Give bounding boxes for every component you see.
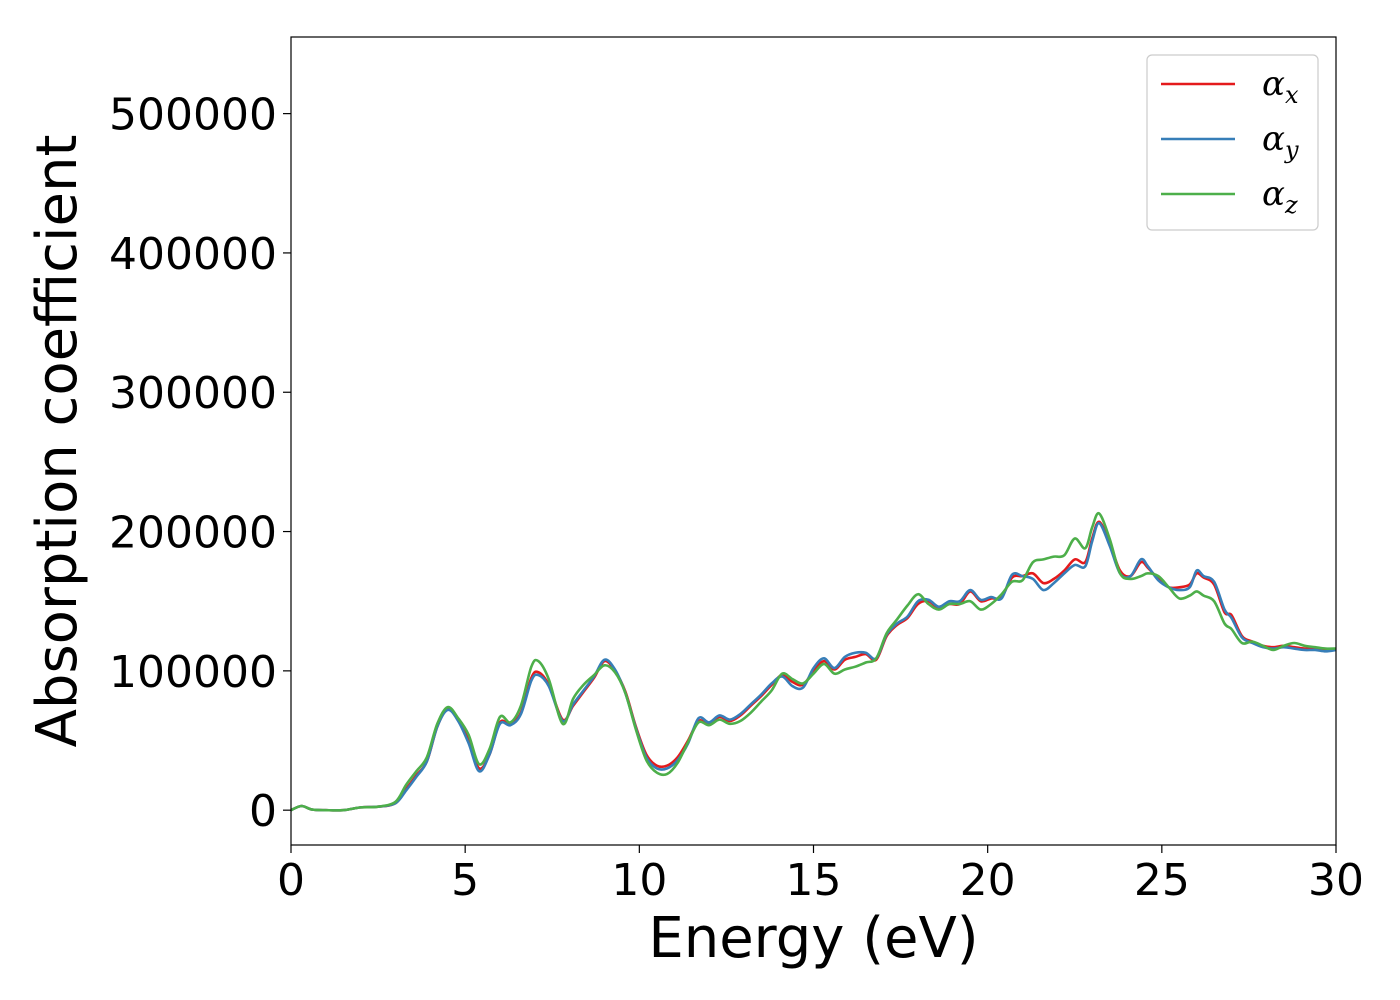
x-tick-label: 15 [786,855,842,906]
y-tick-label: 400000 [109,229,277,280]
x-axis-label: Energy (eV) [648,906,978,971]
plot-lines [291,511,1336,812]
x-tick-label: 30 [1308,855,1364,906]
series-line-z [291,511,1336,812]
y-tick-label: 300000 [109,368,277,419]
x-tick-label: 5 [451,855,479,906]
x-tick-label: 0 [277,855,305,906]
y-tick-label: 0 [249,786,277,837]
series-line-y [291,521,1336,812]
legend-label-x: αx [1262,64,1299,109]
y-axis-ticks: 0 100000 200000 300000 400000 500000 [109,90,291,837]
legend-label-y: αy [1262,119,1299,164]
y-tick-label: 100000 [109,647,277,698]
x-axis-ticks: 0 5 10 15 20 25 30 [277,845,1364,906]
x-tick-label: 10 [611,855,667,906]
legend-label-z: αz [1262,174,1298,219]
y-axis-label: Absorption coefficient [25,135,90,748]
x-tick-label: 25 [1134,855,1190,906]
y-tick-label: 500000 [109,90,277,141]
y-tick-label: 200000 [109,508,277,559]
legend: αx αy αz [1146,54,1319,231]
legend-box [1146,54,1319,231]
x-tick-label: 20 [960,855,1016,906]
